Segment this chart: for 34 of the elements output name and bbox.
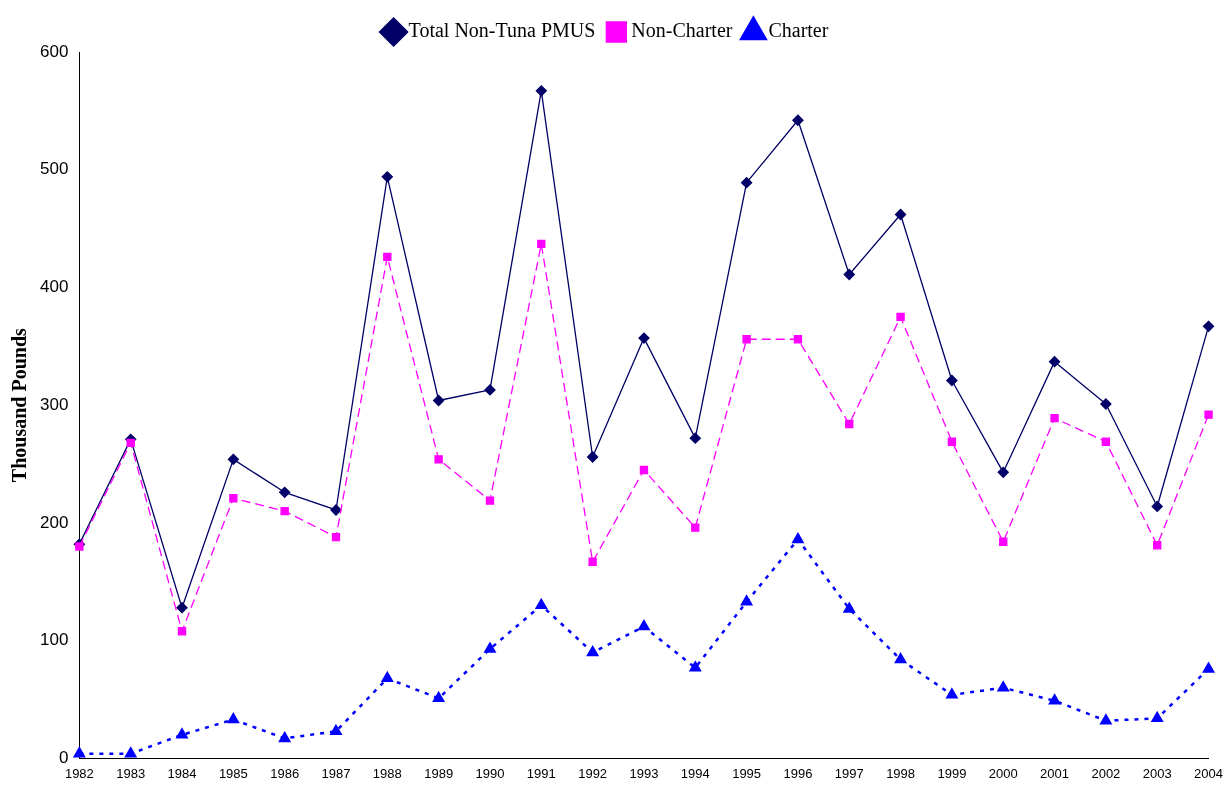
x-tick-label: 1998 [886,765,916,781]
x-tick-label: 1989 [424,765,454,781]
y-tick-label: 600 [39,41,69,61]
x-tick-label: 1987 [321,765,351,781]
legend-label: Charter [768,19,829,42]
x-tick-label: 1995 [732,765,762,781]
x-tick-label: 2003 [1142,765,1172,781]
y-tick-label: 500 [39,159,69,179]
y-axis-title: Thousand Pounds [8,327,31,483]
x-tick-label: 1983 [116,765,146,781]
x-tick-label: 2000 [988,765,1018,781]
x-tick-label: 1985 [218,765,248,781]
x-tick-label: 1982 [64,765,94,781]
x-tick-label: 1996 [783,765,813,781]
x-tick-label: 1994 [680,765,710,781]
x-tick-label: 1999 [937,765,967,781]
x-tick-label: 1991 [526,765,556,781]
x-tick-label: 1988 [372,765,402,781]
x-tick-label: 1993 [629,765,659,781]
x-tick-label: 2001 [1040,765,1070,781]
legend-label: Non-Charter [631,19,733,42]
x-tick-label: 1990 [475,765,505,781]
x-tick-label: 2004 [1194,765,1223,781]
x-tick-label: 2002 [1091,765,1121,781]
y-tick-label: 0 [58,748,69,768]
y-tick-label: 100 [39,630,69,650]
x-tick-label: 1992 [578,765,608,781]
y-tick-label: 400 [39,277,69,297]
x-tick-label: 1986 [270,765,300,781]
y-tick-label: 200 [39,512,69,532]
x-tick-label: 1997 [834,765,864,781]
y-tick-label: 300 [39,394,69,414]
x-tick-label: 1984 [167,765,197,781]
legend-label: Total Non-Tuna PMUS [408,19,596,42]
